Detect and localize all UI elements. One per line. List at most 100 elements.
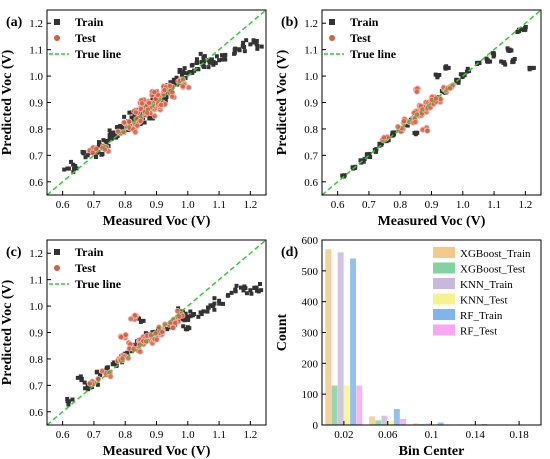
train-point (95, 382, 100, 387)
test-point (137, 117, 144, 124)
train-point (512, 56, 517, 61)
train-point (209, 57, 214, 62)
test-point (394, 123, 401, 130)
train-point (242, 49, 247, 54)
train-point (101, 138, 106, 143)
legend-swatch (433, 247, 455, 258)
train-point (503, 62, 508, 67)
bar (369, 416, 375, 425)
train-point (82, 380, 87, 385)
train-point (181, 324, 186, 329)
y-tick-label: 0.8 (29, 124, 43, 136)
train-point (78, 374, 83, 379)
train-point (342, 173, 347, 178)
y-tick-label: 0.7 (29, 150, 43, 162)
legend-test-marker (54, 265, 60, 271)
y-tick-label: 1.0 (29, 71, 43, 83)
train-point (205, 309, 210, 314)
train-point (527, 67, 532, 72)
test-point (169, 93, 176, 100)
x-tick-label: 0.8 (393, 199, 407, 211)
legend-label: XGBoost_Train (460, 248, 531, 260)
legend-train-marker (54, 19, 60, 25)
test-point (134, 122, 141, 129)
train-point (223, 52, 228, 57)
train-point (241, 288, 246, 293)
train-point (358, 158, 363, 163)
train-point (196, 314, 201, 319)
ticks: 0.6 0.7 0.8 0.9 1.0 1.1 1.2 0.6 0.7 0.8 0.9 1.0 1.1 1… (29, 18, 257, 211)
train-point (188, 314, 193, 319)
test-point (400, 118, 407, 125)
train-point (142, 120, 147, 125)
test-point (127, 315, 134, 322)
plot-marks (47, 10, 266, 195)
train-point (187, 70, 192, 75)
legend-swatch (433, 324, 455, 336)
train-point (105, 365, 110, 370)
y-tick-label: 600 (302, 235, 319, 247)
x-tick-label: 0.1 (425, 429, 439, 441)
y-tick-label: 0.6 (29, 407, 43, 419)
train-point (187, 326, 192, 331)
train-point (129, 115, 134, 120)
x-tick-label: 1.0 (181, 429, 195, 441)
test-point (107, 373, 114, 380)
legend-label: KNN_Test (460, 295, 508, 307)
train-point (238, 285, 243, 290)
panel-label: (a) (6, 15, 23, 30)
train-point (122, 114, 127, 119)
train-point (86, 387, 91, 392)
test-point (93, 145, 100, 152)
y-tick-label: 1.2 (304, 18, 318, 30)
train-point (217, 58, 222, 63)
legend-line-label: True line (75, 47, 122, 61)
train-point (174, 75, 179, 80)
legend-test-label: Test (75, 261, 96, 275)
y-tick-label: 1.2 (29, 18, 43, 30)
y-tick-label: 0.8 (304, 124, 318, 136)
train-point (248, 42, 253, 47)
train-point (460, 75, 465, 80)
train-point (75, 375, 80, 380)
train-point (188, 309, 193, 314)
train-point (163, 98, 168, 103)
train-point (226, 293, 231, 298)
train-point (219, 53, 224, 58)
train-point (183, 311, 188, 316)
train-point (233, 289, 238, 294)
train-point (83, 386, 88, 391)
train-point (505, 46, 510, 51)
y-tick-label: 0.9 (29, 328, 43, 340)
test-point (166, 82, 173, 89)
legend-test-marker (329, 35, 335, 41)
legend-swatch (433, 278, 455, 289)
x-tick-label: 1.1 (212, 199, 226, 211)
legend-train-marker (329, 19, 335, 25)
y-tick-label: 0.9 (29, 98, 43, 110)
y-tick-label: 400 (302, 297, 319, 309)
series-train (65, 281, 264, 407)
train-point (208, 303, 213, 308)
legend: Train Test True line (324, 15, 397, 61)
train-point (119, 126, 124, 131)
train-point (249, 291, 254, 296)
panel-label: (c) (6, 245, 22, 260)
bar (325, 249, 332, 425)
legend-train-label: Train (350, 15, 379, 29)
train-point (177, 68, 182, 73)
train-point (65, 166, 70, 171)
test-point (121, 119, 128, 126)
train-point (112, 131, 117, 136)
y-tick-label: 0.6 (29, 177, 43, 189)
train-point (99, 152, 104, 157)
train-point (182, 318, 187, 323)
ticks: 0.6 0.7 0.8 0.9 1.0 1.1 1.2 0.6 0.7 0.8 0.9 1.0 1.1 1… (29, 248, 257, 441)
train-point (510, 60, 515, 65)
test-point (114, 128, 121, 135)
train-point (73, 165, 78, 170)
train-point (368, 155, 373, 160)
train-point (214, 54, 219, 59)
train-point (240, 43, 245, 48)
